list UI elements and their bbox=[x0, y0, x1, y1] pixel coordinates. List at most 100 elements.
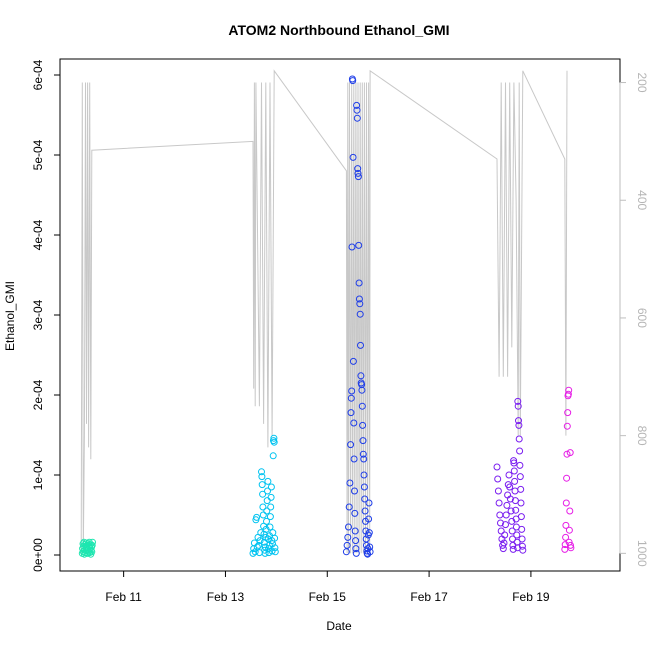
data-point bbox=[347, 394, 355, 402]
data-point bbox=[347, 441, 355, 449]
data-point bbox=[563, 422, 571, 430]
y-tick-label: 6e-04 bbox=[31, 59, 45, 90]
data-point bbox=[263, 517, 270, 525]
data-point bbox=[359, 421, 367, 429]
data-point bbox=[563, 474, 571, 482]
data-point bbox=[513, 531, 521, 539]
data-point bbox=[514, 397, 522, 405]
data-point bbox=[503, 501, 511, 509]
data-point bbox=[354, 169, 362, 177]
data-point bbox=[349, 153, 357, 161]
data-point bbox=[343, 541, 351, 549]
y-tick-label: 2e-04 bbox=[31, 379, 45, 410]
data-point bbox=[259, 490, 267, 498]
y-tick-label: 0e+00 bbox=[31, 538, 45, 572]
x-tick-label: Feb 11 bbox=[105, 590, 142, 604]
y2-tick-label: 400 bbox=[635, 190, 649, 210]
y-tick-label: 1e-04 bbox=[31, 459, 45, 490]
data-point bbox=[506, 483, 514, 491]
data-point bbox=[351, 487, 358, 495]
data-point bbox=[365, 499, 373, 507]
series-3 bbox=[342, 75, 374, 558]
data-point bbox=[366, 548, 374, 556]
data-point bbox=[355, 279, 363, 287]
data-point bbox=[271, 544, 279, 552]
data-point bbox=[360, 471, 368, 479]
data-point bbox=[348, 243, 356, 251]
data-point bbox=[264, 477, 272, 485]
pressure-trace-layer bbox=[80, 69, 568, 554]
data-point bbox=[360, 483, 368, 491]
data-point bbox=[494, 475, 502, 483]
data-point bbox=[562, 521, 570, 529]
data-point bbox=[562, 533, 570, 541]
data-point bbox=[353, 106, 361, 114]
data-point bbox=[510, 459, 518, 467]
y-tick-label: 4e-04 bbox=[31, 219, 45, 250]
data-point bbox=[263, 507, 271, 515]
data-point bbox=[344, 533, 352, 541]
data-point bbox=[497, 519, 504, 527]
data-point bbox=[354, 165, 362, 173]
data-point bbox=[263, 497, 271, 505]
data-point bbox=[493, 463, 501, 471]
x-tick-label: Feb 17 bbox=[410, 590, 448, 604]
data-point bbox=[354, 173, 362, 181]
series-1 bbox=[78, 538, 96, 558]
data-point bbox=[349, 357, 357, 365]
data-point bbox=[495, 499, 503, 507]
y-tick-label: 3e-04 bbox=[31, 299, 45, 330]
data-point bbox=[510, 457, 518, 465]
data-point bbox=[358, 386, 366, 394]
data-point bbox=[515, 421, 523, 429]
data-point bbox=[500, 539, 508, 547]
data-point bbox=[89, 538, 96, 546]
y-tick-label: 5e-04 bbox=[31, 139, 45, 170]
data-point bbox=[259, 503, 267, 511]
data-point bbox=[505, 471, 513, 479]
data-point bbox=[271, 548, 279, 556]
data-point bbox=[366, 543, 374, 551]
pressure-trace-line bbox=[80, 69, 568, 554]
data-point bbox=[566, 449, 574, 457]
data-point bbox=[501, 531, 509, 539]
data-point bbox=[258, 481, 266, 489]
data-point bbox=[511, 497, 519, 505]
data-point bbox=[518, 535, 526, 543]
data-point bbox=[349, 77, 357, 85]
data-point bbox=[88, 541, 96, 549]
data-point bbox=[353, 101, 361, 109]
data-point bbox=[256, 537, 264, 545]
data-point bbox=[497, 527, 505, 535]
x-tick-label: Feb 13 bbox=[207, 590, 245, 604]
chart-title: ATOM2 Northbound Ethanol_GMI bbox=[228, 22, 449, 38]
data-point bbox=[509, 545, 517, 553]
data-point bbox=[351, 527, 359, 535]
data-point bbox=[266, 523, 274, 531]
data-point bbox=[270, 438, 278, 446]
data-point bbox=[359, 450, 367, 458]
data-point bbox=[512, 506, 520, 514]
data-point bbox=[515, 417, 522, 425]
data-point bbox=[350, 455, 358, 463]
data-point bbox=[345, 523, 352, 531]
data-point bbox=[264, 487, 271, 495]
y-axis: 0e+00 1e-04 2e-04 3e-04 4e-04 5e-04 6e-04 bbox=[31, 59, 60, 572]
data-point bbox=[355, 295, 363, 303]
data-point bbox=[356, 300, 364, 308]
x-tick-label: Feb 19 bbox=[512, 590, 550, 604]
data-point bbox=[518, 525, 526, 533]
data-point bbox=[514, 402, 522, 410]
data-point bbox=[502, 511, 510, 519]
data-point bbox=[518, 542, 526, 550]
data-point bbox=[365, 515, 373, 523]
x-tick-label: Feb 15 bbox=[309, 590, 347, 604]
data-point bbox=[357, 341, 364, 349]
y2-tick-label: 200 bbox=[635, 72, 649, 92]
x-axis: Feb 11 Feb 13 Feb 15 Feb 17 Feb 19 bbox=[105, 571, 550, 604]
data-point bbox=[567, 541, 574, 549]
data-point bbox=[358, 402, 366, 410]
data-point bbox=[519, 546, 527, 554]
data-point bbox=[259, 511, 267, 519]
